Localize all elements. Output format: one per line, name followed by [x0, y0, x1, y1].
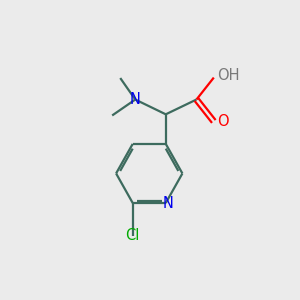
Text: Cl: Cl — [125, 228, 140, 243]
Text: N: N — [130, 92, 141, 107]
Text: OH: OH — [217, 68, 240, 83]
Text: O: O — [217, 114, 229, 129]
Text: N: N — [162, 196, 173, 211]
